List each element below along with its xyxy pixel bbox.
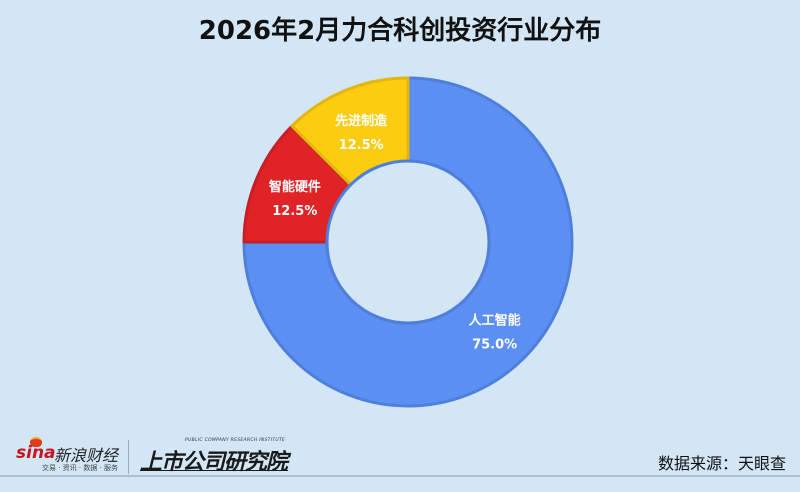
slice-category-label: 人工智能 — [469, 313, 521, 329]
slice-category-label: 智能硬件 — [269, 179, 321, 195]
slice-percent-label: 12.5% — [339, 138, 384, 153]
sina-finance-name: 新浪财经 — [54, 446, 119, 465]
slice-percent-label: 12.5% — [272, 204, 317, 219]
donut-hole — [325, 159, 491, 325]
sina-eye-icon — [30, 437, 42, 447]
institute-chinese-name: 上市公司研究院 — [140, 450, 288, 475]
institute-english-name: PUBLIC COMPANY RESEARCH INSTITUTE — [185, 438, 286, 443]
donut-slices — [242, 76, 574, 408]
institute-underline — [140, 470, 288, 471]
slice-category-label: 先进制造 — [335, 113, 388, 129]
chart-title: 2026年2月力合科创投资行业分布 — [198, 16, 602, 46]
sina-wordmark: sina — [16, 443, 56, 463]
logo-divider — [128, 440, 129, 474]
sina-tagline: 交易 · 资讯 · 数据 · 服务 — [42, 464, 119, 472]
sina-finance-logo: sina 新浪财经 交易 · 资讯 · 数据 · 服务 — [14, 437, 134, 473]
data-source: 数据来源：天眼查 — [657, 454, 786, 473]
donut-labels: 人工智能 75.0% 智能硬件 12.5% 先进制造 12.5% — [269, 113, 521, 353]
research-institute-logo: PUBLIC COMPANY RESEARCH INSTITUTE 上市公司研究… — [140, 438, 300, 475]
footer-divider — [0, 475, 800, 477]
slice-percent-label: 75.0% — [472, 338, 517, 353]
